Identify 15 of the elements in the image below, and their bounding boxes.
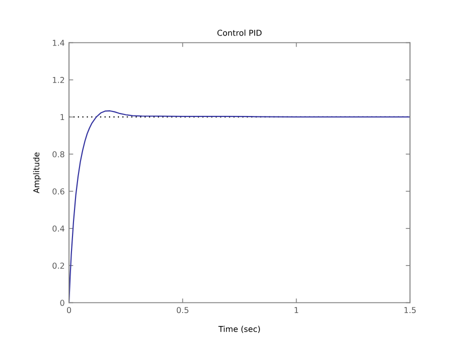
x-tick-label: 0.5 bbox=[176, 307, 188, 314]
chart-title: Control PID bbox=[217, 30, 262, 36]
y-tick-label: 0.8 bbox=[52, 151, 64, 158]
y-tick-label: 1 bbox=[60, 114, 64, 120]
y-tick-label: 1.2 bbox=[52, 76, 64, 83]
y-tick-label: 0 bbox=[60, 300, 64, 306]
y-tick-label: 1.4 bbox=[52, 40, 64, 46]
x-tick-label: 1 bbox=[294, 307, 298, 313]
y-tick-label: 0.4 bbox=[52, 225, 64, 232]
y-axis-title: Amplitude bbox=[33, 152, 41, 194]
y-tick-label: 0.2 bbox=[52, 262, 64, 269]
x-tick-label: 1.5 bbox=[404, 307, 416, 314]
x-axis-title: Time (sec) bbox=[218, 326, 260, 333]
x-tick-label: 0 bbox=[66, 307, 72, 314]
y-tick-label: 0.6 bbox=[52, 188, 64, 194]
